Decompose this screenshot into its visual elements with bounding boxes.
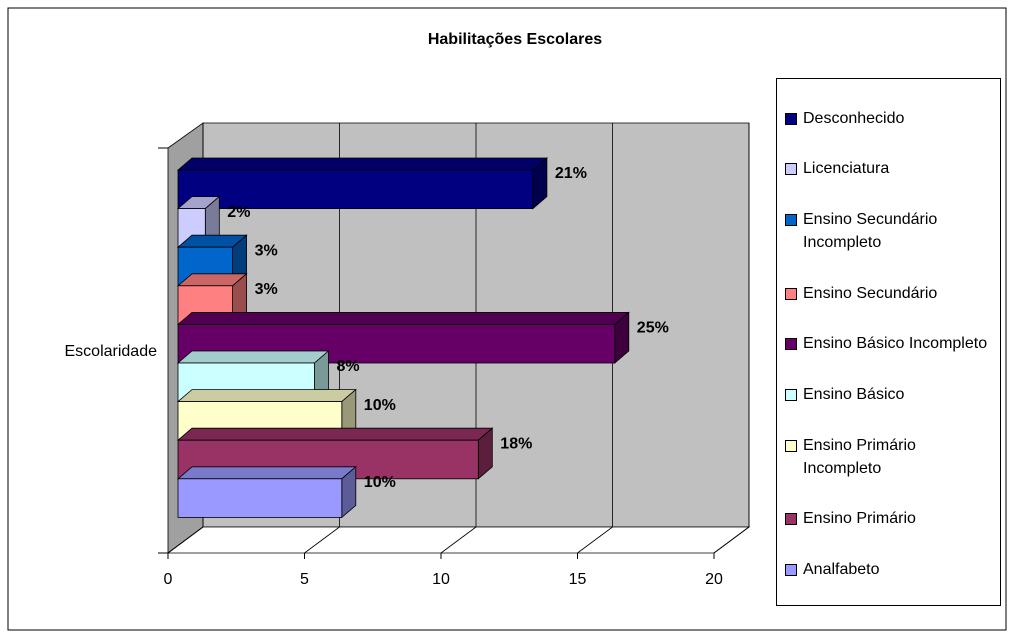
grid-line bbox=[440, 526, 477, 554]
legend-swatch bbox=[785, 439, 797, 452]
legend-item: Analfabeto bbox=[785, 558, 996, 581]
bar-top-shade bbox=[178, 312, 629, 325]
grid-line bbox=[577, 526, 613, 554]
legend-swatch bbox=[785, 564, 797, 577]
bar-top-shade bbox=[178, 428, 493, 441]
bar-top-shade bbox=[178, 389, 356, 402]
legend-swatch bbox=[785, 163, 797, 176]
legend-swatch bbox=[785, 338, 797, 351]
legend-label: Ensino Primário bbox=[803, 510, 916, 528]
legend-swatch bbox=[785, 112, 797, 125]
data-label: 10% bbox=[364, 397, 396, 414]
legend: Desconhecido Licenciatura Ensino Secundári… bbox=[776, 78, 1001, 606]
bar-side-shade bbox=[314, 351, 329, 402]
legend-item: Ensino Secundário bbox=[785, 282, 996, 305]
legend-label: Analfabeto bbox=[803, 561, 880, 579]
bar-top-shade bbox=[178, 351, 329, 363]
legend-label: Ensino Secundário Incompleto bbox=[803, 211, 938, 252]
legend-label: Ensino Básico Incompleto bbox=[803, 335, 988, 353]
x-tick-label: 15 bbox=[569, 571, 587, 588]
legend-label: Ensino Secundário bbox=[803, 284, 938, 302]
bar-side-shade bbox=[341, 389, 356, 441]
legend-item: Ensino Básico bbox=[785, 383, 996, 406]
bar-top-shade bbox=[178, 158, 547, 170]
data-label: 18% bbox=[500, 435, 532, 452]
grid-line bbox=[304, 526, 340, 554]
bar bbox=[177, 478, 343, 518]
legend-item: Ensino Primário Incompleto bbox=[785, 434, 996, 480]
x-tick-label: 5 bbox=[300, 571, 309, 588]
legend-item: Licenciatura bbox=[785, 157, 996, 180]
legend-item: Ensino Secundário Incompleto bbox=[785, 208, 996, 254]
legend-label: Ensino Básico bbox=[803, 386, 905, 404]
x-tick-label: 20 bbox=[705, 571, 723, 588]
data-label: 3% bbox=[255, 242, 278, 259]
data-label: 21% bbox=[555, 165, 587, 182]
legend-label: Licenciatura bbox=[803, 160, 890, 178]
bar-top-shade bbox=[178, 196, 220, 209]
bar-side-shade bbox=[478, 428, 493, 479]
bar-side-shade bbox=[232, 235, 247, 286]
x-tick-label: 0 bbox=[164, 571, 173, 588]
category-label: Escolaridade bbox=[65, 343, 158, 360]
bar-top-shade bbox=[178, 466, 356, 479]
legend-swatch bbox=[785, 287, 797, 300]
legend-item: Desconhecido bbox=[785, 107, 996, 130]
data-label: 8% bbox=[337, 358, 360, 375]
legend-swatch bbox=[785, 513, 797, 526]
legend-swatch bbox=[785, 214, 797, 227]
bar-side-shade bbox=[614, 312, 629, 363]
chart-title: Habilitações Escolares bbox=[428, 31, 602, 48]
bar-side-shade bbox=[232, 273, 247, 325]
bar-side-shade bbox=[341, 466, 356, 518]
legend-swatch bbox=[785, 389, 797, 402]
data-label: 25% bbox=[637, 320, 669, 337]
legend-label: Ensino Primário Incompleto bbox=[803, 436, 916, 477]
legend-label: Desconhecido bbox=[803, 109, 905, 127]
bar-top-shade bbox=[178, 235, 247, 248]
grid-line bbox=[713, 526, 750, 554]
data-label: 3% bbox=[255, 281, 278, 298]
bar bbox=[177, 169, 534, 209]
bar-top-shade bbox=[178, 273, 247, 286]
grid-line bbox=[167, 526, 204, 554]
data-label: 2% bbox=[227, 204, 250, 221]
bar-side-shade bbox=[532, 158, 547, 209]
legend-item: Ensino Primário bbox=[785, 507, 996, 530]
data-label: 10% bbox=[364, 474, 396, 491]
legend-item: Ensino Básico Incompleto bbox=[785, 332, 996, 355]
x-tick-label: 10 bbox=[432, 571, 450, 588]
bar-side-shade bbox=[205, 196, 220, 248]
